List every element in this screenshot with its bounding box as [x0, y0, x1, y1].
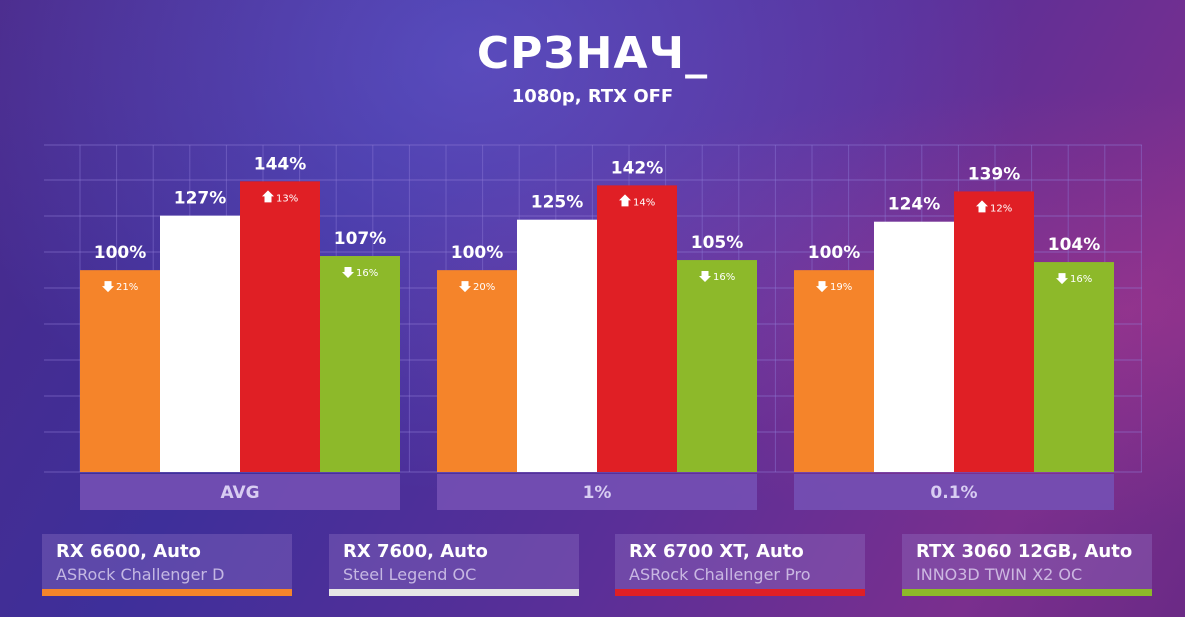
- bar-change-label: 16%: [713, 272, 735, 283]
- bar-change-label: 21%: [116, 282, 138, 293]
- legend-name: RX 6700 XT, Auto: [629, 541, 804, 562]
- bar-value-label: 100%: [94, 243, 147, 263]
- bar-chart: 100% 21% 127% 144% 13% 107% 16% AVG 100% 20% 125% 1…: [44, 144, 1142, 510]
- legend-model: Steel Legend OC: [343, 565, 477, 584]
- bar-value-label: 125%: [531, 193, 584, 213]
- arrow-down-icon: [1056, 273, 1068, 285]
- bars: 100% 21% 127% 144% 13% 107% 16% AVG 100% 20% 125% 1…: [80, 154, 1114, 510]
- bar-value-label: 100%: [808, 243, 861, 263]
- bar-change-label: 20%: [473, 282, 495, 293]
- bar: [240, 181, 320, 473]
- legend-item-rx6700xt: RX 6700 XT, Auto ASRock Challenger Pro: [615, 534, 865, 596]
- bar: [677, 260, 757, 472]
- bar-change-label: 16%: [356, 268, 378, 279]
- bar: [1034, 262, 1114, 472]
- chart-title: СРЗНАЧ_: [476, 28, 709, 79]
- legend-name: RX 6600, Auto: [56, 541, 201, 562]
- bar: [160, 215, 240, 473]
- chart-subtitle: 1080p, RTX OFF: [511, 86, 674, 107]
- legend-color-swatch: [42, 589, 292, 596]
- bar-change-label: 16%: [1070, 274, 1092, 285]
- legend-item-rx7600: RX 7600, Auto Steel Legend OC: [329, 534, 579, 596]
- bar-value-label: 124%: [888, 195, 941, 215]
- bar: [320, 256, 400, 472]
- category-box: [437, 474, 757, 510]
- bar-value-label: 142%: [611, 158, 664, 178]
- legend-name: RTX 3060 12GB, Auto: [916, 541, 1133, 562]
- arrow-up-icon: [262, 190, 274, 203]
- bar-value-label: 105%: [691, 233, 744, 253]
- legend-item-rx6600: RX 6600, Auto ASRock Challenger D: [42, 534, 292, 596]
- legend-item-rtx3060: RTX 3060 12GB, Auto INNO3D TWIN X2 OC: [902, 534, 1152, 596]
- legend-color-swatch: [329, 589, 579, 596]
- category-label: 0.1%: [930, 483, 977, 503]
- category-box: [80, 474, 400, 510]
- bar: [437, 270, 517, 472]
- bar-change-label: 12%: [990, 203, 1012, 214]
- arrow-down-icon: [342, 267, 354, 279]
- legend-color-swatch: [902, 589, 1152, 596]
- bar-value-label: 127%: [174, 189, 227, 209]
- arrow-up-icon: [619, 194, 631, 207]
- category-box: [794, 474, 1114, 510]
- arrow-down-icon: [102, 281, 114, 293]
- category-label: 1%: [583, 483, 612, 503]
- bar: [597, 185, 677, 473]
- legend-model: INNO3D TWIN X2 OC: [916, 565, 1083, 584]
- legend-model: ASRock Challenger D: [56, 565, 225, 584]
- bar: [794, 270, 874, 472]
- arrow-down-icon: [699, 271, 711, 283]
- legend-color-swatch: [615, 589, 865, 596]
- bar-value-label: 139%: [968, 164, 1021, 184]
- arrow-down-icon: [816, 281, 828, 293]
- category-label: AVG: [220, 483, 259, 503]
- bar-change-label: 13%: [276, 193, 298, 204]
- bar-value-label: 144%: [254, 154, 307, 174]
- bar: [80, 270, 160, 472]
- bar-value-label: 107%: [334, 229, 387, 249]
- legend-model: ASRock Challenger Pro: [629, 565, 811, 584]
- bar: [517, 219, 597, 472]
- arrow-down-icon: [459, 281, 471, 293]
- bar: [874, 221, 954, 472]
- bar-value-label: 104%: [1048, 235, 1101, 255]
- bar-change-label: 14%: [633, 197, 655, 208]
- legend-name: RX 7600, Auto: [343, 541, 488, 562]
- arrow-up-icon: [976, 200, 988, 213]
- bar-value-label: 100%: [451, 243, 504, 263]
- bar: [954, 191, 1034, 473]
- bar-change-label: 19%: [830, 282, 852, 293]
